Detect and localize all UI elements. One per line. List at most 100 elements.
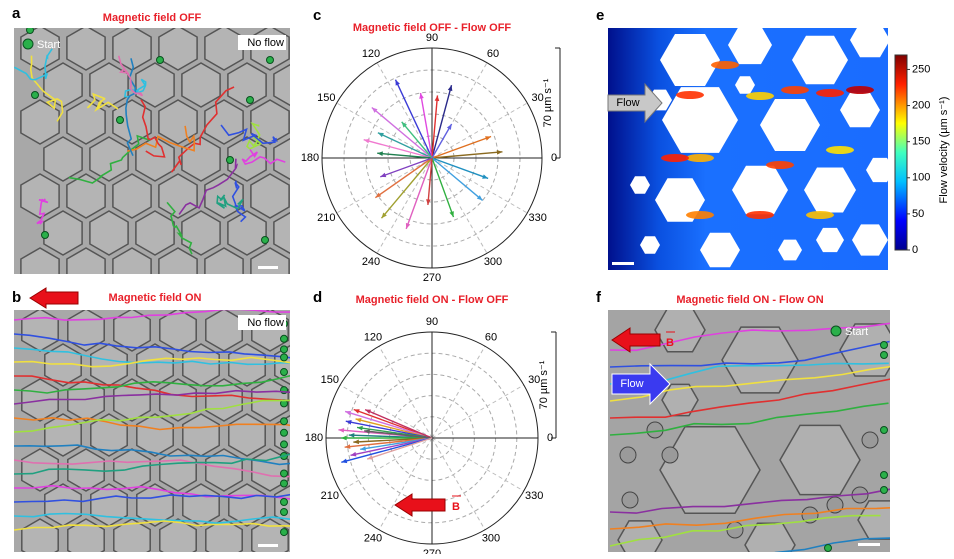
micrograph-a	[14, 26, 312, 292]
velocity-arrow	[406, 158, 432, 229]
angle-tick-label: 300	[484, 256, 502, 268]
start-marker	[881, 487, 888, 494]
angle-tick-label: 120	[362, 48, 380, 60]
panel-label: d	[313, 289, 322, 306]
start-marker	[281, 480, 288, 487]
arrow-head	[380, 173, 386, 177]
start-marker	[267, 57, 274, 64]
panel-title: Magnetic field ON - Flow ON	[676, 294, 823, 306]
angle-tick-label: 240	[362, 256, 380, 268]
start-marker	[281, 470, 288, 477]
velocity-hotspot	[781, 86, 809, 94]
panel-title: Magnetic field ON - Flow OFF	[356, 294, 509, 306]
start-marker	[262, 237, 269, 244]
velocity-hotspot	[846, 86, 874, 94]
polar-spoke	[432, 158, 487, 253]
micrograph-b	[14, 309, 311, 554]
arrow-head	[353, 439, 359, 444]
arrow-head	[449, 211, 453, 217]
angle-tick-label: 330	[525, 490, 543, 502]
velocity-hotspot	[816, 89, 844, 97]
particle-obstacle	[862, 432, 878, 448]
polar-spoke	[377, 158, 432, 253]
start-marker	[281, 441, 288, 448]
field-label: B	[666, 337, 674, 349]
polar-spoke	[340, 385, 432, 438]
colorbar-tick-label: 150	[912, 136, 930, 148]
angle-tick-label: 60	[487, 48, 499, 60]
velocity-hotspot	[676, 91, 704, 99]
velocity-hotspot	[826, 146, 854, 154]
angle-tick-label: 150	[321, 374, 339, 386]
start-marker	[281, 418, 288, 425]
polar-spoke	[337, 103, 432, 158]
angle-tick-label: 180	[305, 432, 323, 444]
particle-obstacle	[662, 447, 678, 463]
angle-tick-label: 210	[317, 212, 335, 224]
legend-marker	[831, 326, 841, 336]
velocity-arrow	[402, 122, 432, 158]
velocity-arrow	[395, 80, 432, 158]
start-marker	[825, 545, 832, 552]
angle-tick-label: 150	[317, 92, 335, 104]
flow-label: Flow	[616, 97, 639, 109]
start-marker	[281, 346, 288, 353]
legend-label: Start	[845, 326, 868, 338]
legend-label: Start	[37, 39, 60, 51]
particle-obstacle	[620, 447, 636, 463]
start-marker	[881, 352, 888, 359]
start-marker	[281, 354, 288, 361]
start-marker	[32, 92, 39, 99]
colorbar-tick-label: 200	[912, 99, 930, 111]
legend-marker	[23, 39, 33, 49]
start-marker	[281, 429, 288, 436]
angle-tick-label: 60	[485, 331, 497, 343]
velocity-arrow	[421, 93, 432, 158]
velocity-hotspot	[806, 211, 834, 219]
flow-label: Flow	[620, 378, 643, 390]
start-marker	[281, 499, 288, 506]
field-arrow	[30, 288, 78, 308]
start-marker	[281, 369, 288, 376]
start-marker	[42, 232, 49, 239]
panel-label: e	[596, 7, 604, 24]
angle-tick-label: 300	[482, 532, 500, 544]
panel-label: a	[12, 5, 21, 22]
arrow-head	[419, 93, 424, 99]
scale-bar	[258, 266, 278, 269]
velocity-hotspot	[686, 154, 714, 162]
angle-tick-label: 120	[364, 331, 382, 343]
scale-bar	[258, 544, 278, 547]
polar-spoke	[432, 346, 485, 438]
figure: a Magnetic field OFF b Magnetic field ON…	[0, 0, 954, 554]
scale-bar	[612, 262, 634, 265]
polar-spoke	[432, 158, 527, 213]
arrow-head	[354, 409, 360, 413]
panel-title: Magnetic field ON	[109, 292, 202, 304]
start-marker	[281, 508, 288, 515]
polar-spoke	[337, 158, 432, 213]
field-label: B	[452, 501, 460, 513]
arrow-head	[482, 174, 488, 178]
polar-spoke	[432, 103, 527, 158]
start-marker	[227, 157, 234, 164]
arrow-head	[406, 223, 410, 229]
field-arrow	[395, 494, 445, 516]
velocity-hotspot	[766, 161, 794, 169]
colorbar	[895, 55, 907, 250]
panel-label: c	[313, 7, 321, 24]
arrow-head	[485, 136, 491, 140]
start-marker	[881, 427, 888, 434]
colorbar-label: Flow velocity (µm s⁻¹)	[938, 97, 950, 204]
start-marker	[27, 27, 34, 34]
particle-obstacle	[727, 522, 743, 538]
particle-obstacle	[622, 492, 638, 508]
velocity-hotspot	[711, 61, 739, 69]
velocity-arrow	[432, 158, 488, 178]
panel-title: Magnetic field OFF	[103, 12, 202, 24]
arrow-head	[341, 436, 347, 441]
arrow-head	[360, 446, 366, 451]
velocity-hotspot	[686, 211, 714, 219]
angle-tick-label: 90	[426, 32, 438, 44]
angle-tick-label: 90	[426, 316, 438, 328]
